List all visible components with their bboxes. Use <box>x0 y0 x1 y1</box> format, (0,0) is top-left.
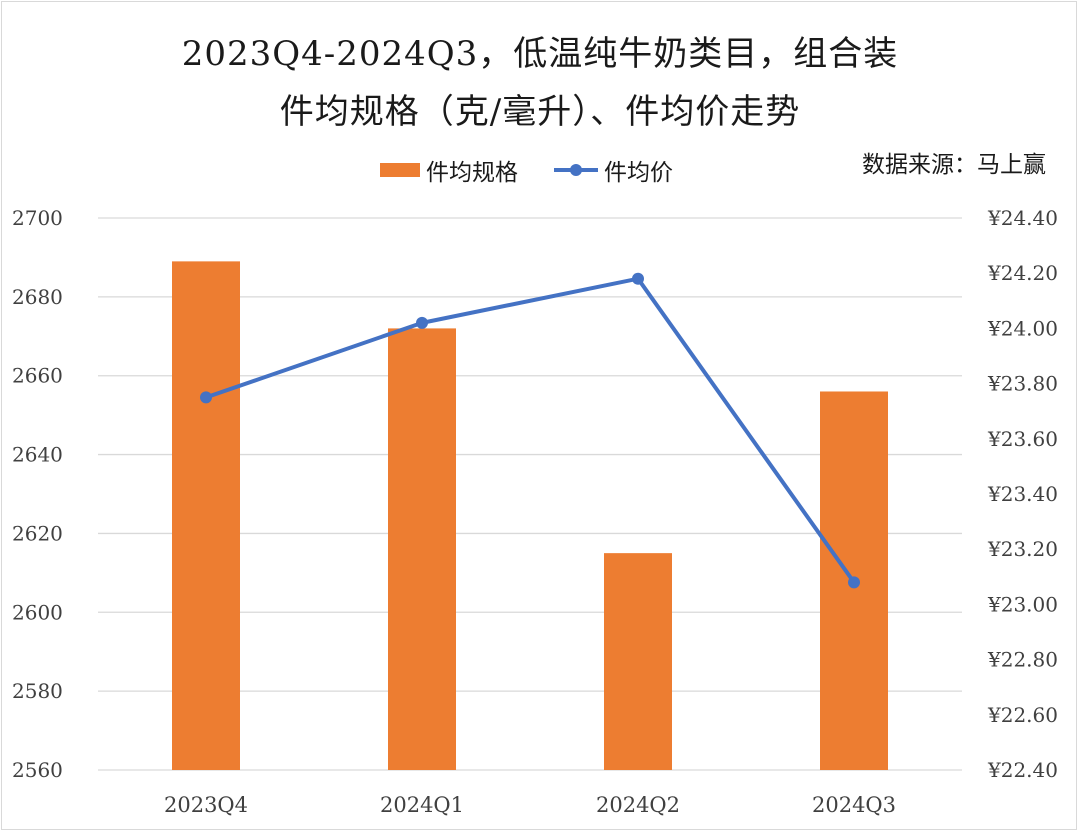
right-tick-label: ¥22.60 <box>987 703 1058 727</box>
x-tick-label: 2024Q3 <box>812 793 896 817</box>
right-tick-label: ¥23.40 <box>987 482 1058 506</box>
chart-title: 2023Q4-2024Q3，低温纯牛奶类目，组合装 <box>181 34 899 74</box>
right-tick-label: ¥23.00 <box>987 592 1058 616</box>
left-tick-label: 2560 <box>12 758 63 782</box>
left-tick-label: 2660 <box>12 364 63 388</box>
bar <box>172 261 240 770</box>
line-point <box>848 576 860 589</box>
legend-bar-label: 件均规格 <box>426 160 518 186</box>
left-tick-label: 2620 <box>12 521 63 545</box>
bar <box>388 328 456 770</box>
line-series <box>204 276 856 585</box>
line-point <box>416 316 428 329</box>
bar <box>604 553 672 770</box>
right-tick-label: ¥22.40 <box>987 758 1058 782</box>
legend-line-swatch <box>554 164 598 176</box>
right-tick-label: ¥23.60 <box>987 427 1058 451</box>
left-tick-label: 2600 <box>12 600 63 624</box>
legend: 件均规格 件均价 <box>380 155 673 186</box>
x-tick-label: 2024Q2 <box>596 793 680 817</box>
chart-subtitle: 件均规格（克/毫升）、件均价走势 <box>279 92 801 132</box>
line-point <box>632 272 644 285</box>
right-tick-label: ¥24.00 <box>987 316 1058 340</box>
x-tick-label: 2024Q1 <box>380 793 464 817</box>
x-tick-label: 2023Q4 <box>164 793 248 817</box>
legend-line-label: 件均价 <box>604 160 673 186</box>
legend-bar-swatch <box>380 163 420 177</box>
left-tick-label: 2680 <box>12 285 63 309</box>
right-tick-label: ¥23.80 <box>987 372 1058 396</box>
left-tick-label: 2580 <box>12 679 63 703</box>
source-note: 数据来源：马上赢 <box>862 152 1046 178</box>
left-tick-label: 2640 <box>12 443 63 467</box>
right-tick-label: ¥22.80 <box>987 648 1058 672</box>
left-tick-label: 2700 <box>12 206 63 230</box>
line-point <box>200 391 212 404</box>
right-tick-label: ¥23.20 <box>987 537 1058 561</box>
right-tick-label: ¥24.40 <box>987 206 1058 230</box>
right-tick-label: ¥24.20 <box>987 261 1058 285</box>
